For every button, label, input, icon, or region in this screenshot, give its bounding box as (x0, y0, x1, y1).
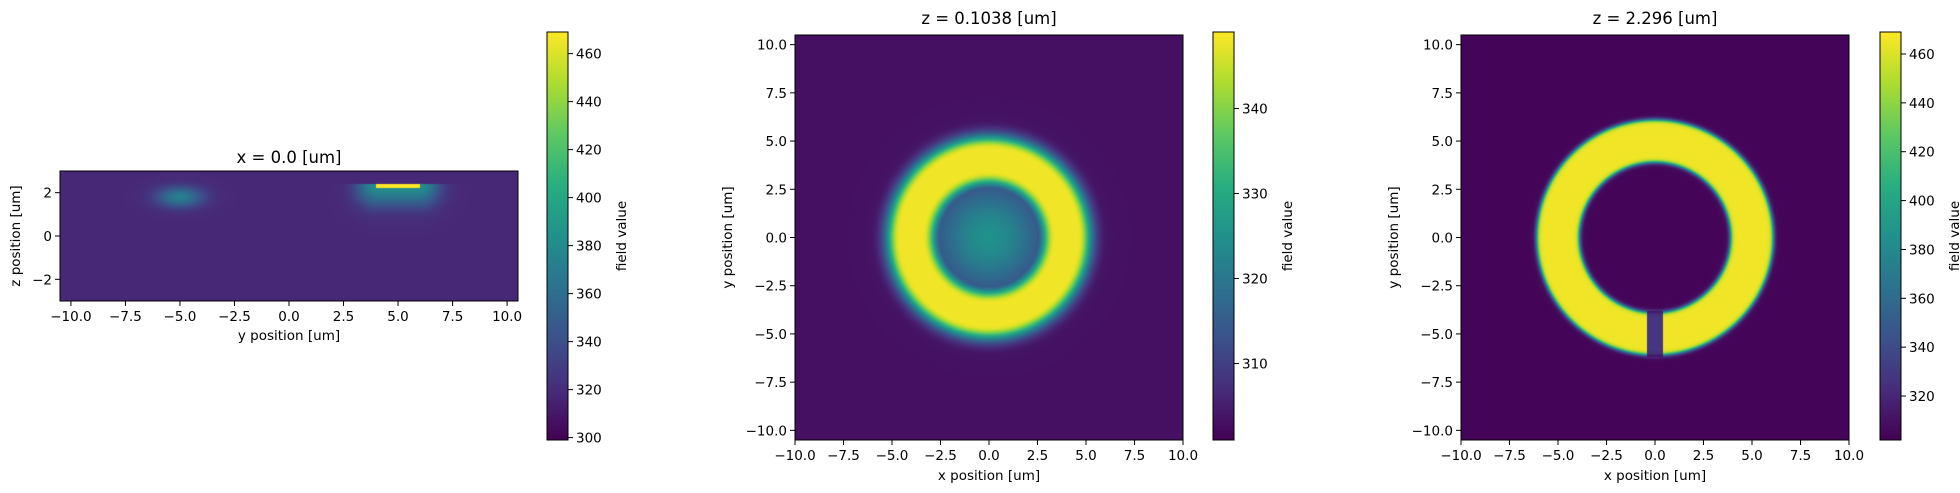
y-tick-label: 10.0 (757, 38, 787, 54)
colorbar: 310 320 330 340 field value (1212, 31, 1296, 441)
x-tick-label: −2.5 (924, 448, 957, 464)
colorbar-gradient (1212, 31, 1235, 441)
x-tick-label: −7.5 (827, 448, 860, 464)
colorbar-tick-label: 440 (1909, 96, 1935, 112)
colorbar-label: field value (614, 201, 630, 271)
panel-title: z = 2.296 [um] (1593, 9, 1718, 28)
colorbar-tick-label: 440 (576, 95, 602, 111)
x-tick-label: 7.5 (1790, 448, 1811, 464)
y-tick-label: −5.0 (754, 327, 787, 343)
colorbar-tick-label: 330 (1242, 187, 1268, 203)
y-tick-label: 7.5 (766, 86, 787, 102)
x-tick-label: −10.0 (50, 309, 91, 325)
colorbar-tick-label: 380 (576, 239, 602, 255)
x-tick-label: −5.0 (164, 309, 197, 325)
x-tick-label: 2.5 (333, 309, 354, 325)
colorbar-tick-label: 340 (576, 335, 602, 351)
colorbar-tick-label: 420 (576, 143, 602, 159)
x-tick-label: −2.5 (1590, 448, 1623, 464)
x-tick-label: 2.5 (1693, 448, 1714, 464)
colorbar-tick-label: 420 (1909, 145, 1935, 161)
y-tick-label: −7.5 (1420, 375, 1453, 391)
x-tick-label: −7.5 (1493, 448, 1526, 464)
x-tick-label: 7.5 (442, 309, 463, 325)
colorbar-tick-label: 320 (576, 383, 602, 399)
x-tick-label: 5.0 (387, 309, 408, 325)
x-axis-label: x position [um] (938, 468, 1040, 484)
colorbar-tick-label: 360 (576, 287, 602, 303)
x-tick-label: −5.0 (876, 448, 909, 464)
panel-title: x = 0.0 [um] (237, 148, 342, 167)
heatmap-image (795, 35, 1183, 440)
colorbar-tick-label: 380 (1909, 242, 1935, 258)
x-tick-label: −10.0 (774, 448, 815, 464)
colorbar-tick-label: 360 (1909, 291, 1935, 307)
x-tick-label: −7.5 (109, 309, 142, 325)
x-tick-label: 5.0 (1075, 448, 1096, 464)
x-tick-label: −5.0 (1542, 448, 1575, 464)
y-tick-label: 0.0 (766, 231, 787, 247)
colorbar-gradient (1879, 31, 1902, 441)
y-axis-label: y position [um] (1386, 186, 1402, 288)
x-tick-label: 10.0 (1168, 448, 1198, 464)
y-tick-label: −10.0 (746, 423, 787, 439)
y-tick-label: 2.5 (766, 182, 787, 198)
x-tick-label: 10.0 (492, 309, 522, 325)
x-tick-label: 0.0 (978, 448, 999, 464)
x-axis-label: y position [um] (238, 328, 340, 344)
y-tick-label: −5.0 (1420, 327, 1453, 343)
y-tick-label: 2 (43, 186, 52, 202)
colorbar-label: field value (1947, 201, 1960, 271)
panel-1: −10.0 −7.5 −5.0 −2.5 0.0 2.5 5.0 7.5 10.0 −2 0 2 x =… (8, 31, 630, 447)
y-tick-label: −7.5 (754, 375, 787, 391)
x-tick-label: 0.0 (278, 309, 299, 325)
colorbar-tick-label: 340 (1242, 102, 1268, 118)
y-tick-label: 5.0 (1432, 134, 1453, 150)
x-tick-label: −10.0 (1440, 448, 1481, 464)
colorbar: 300 320 340 360 380 400 420 440 460 field value (546, 31, 630, 447)
panels: −10.0 −7.5 −5.0 −2.5 0.0 2.5 5.0 7.5 10.0 −2 0 2 x =… (8, 9, 1960, 484)
x-tick-label: −2.5 (218, 309, 251, 325)
panel-title: z = 0.1038 [um] (921, 9, 1056, 28)
colorbar-tick-label: 320 (1909, 389, 1935, 405)
panel-3: −10.0 −7.5 −5.0 −2.5 0.0 2.5 5.0 7.5 10.0 −10.0 −7… (1386, 9, 1960, 484)
x-axis-label: x position [um] (1604, 468, 1706, 484)
y-axis-label: y position [um] (720, 186, 736, 288)
x-tick-label: 10.0 (1834, 448, 1864, 464)
panel-2: −10.0 −7.5 −5.0 −2.5 0.0 2.5 5.0 7.5 10.0 −10.0 −7… (720, 9, 1296, 484)
y-tick-label: 0.0 (1432, 231, 1453, 247)
colorbar-tick-label: 460 (576, 47, 602, 63)
colorbar: 320 340 360 380 400 420 440 460 field value (1879, 31, 1960, 441)
y-tick-label: −10.0 (1412, 423, 1453, 439)
colorbar-tick-label: 340 (1909, 340, 1935, 356)
x-tick-label: 7.5 (1124, 448, 1145, 464)
y-tick-label: 5.0 (766, 134, 787, 150)
heatmap-image (60, 171, 518, 301)
x-tick-label: 0.0 (1644, 448, 1665, 464)
heatmap-image (1461, 35, 1849, 440)
y-tick-label: 0 (43, 229, 52, 245)
y-axis-label: z position [um] (8, 185, 24, 286)
colorbar-tick-label: 320 (1242, 272, 1268, 288)
colorbar-tick-label: 310 (1242, 357, 1268, 373)
y-tick-label: −2.5 (1420, 279, 1453, 295)
colorbar-tick-label: 460 (1909, 47, 1935, 63)
y-tick-label: 10.0 (1423, 38, 1453, 54)
y-tick-label: −2 (32, 272, 52, 288)
colorbar-tick-label: 400 (1909, 194, 1935, 210)
x-tick-label: 2.5 (1027, 448, 1048, 464)
colorbar-gradient (546, 31, 569, 441)
y-tick-label: 2.5 (1432, 182, 1453, 198)
colorbar-tick-label: 300 (576, 431, 602, 447)
y-tick-label: 7.5 (1432, 86, 1453, 102)
y-tick-label: −2.5 (754, 279, 787, 295)
colorbar-tick-label: 400 (576, 191, 602, 207)
colorbar-label: field value (1280, 201, 1296, 271)
x-tick-label: 5.0 (1741, 448, 1762, 464)
